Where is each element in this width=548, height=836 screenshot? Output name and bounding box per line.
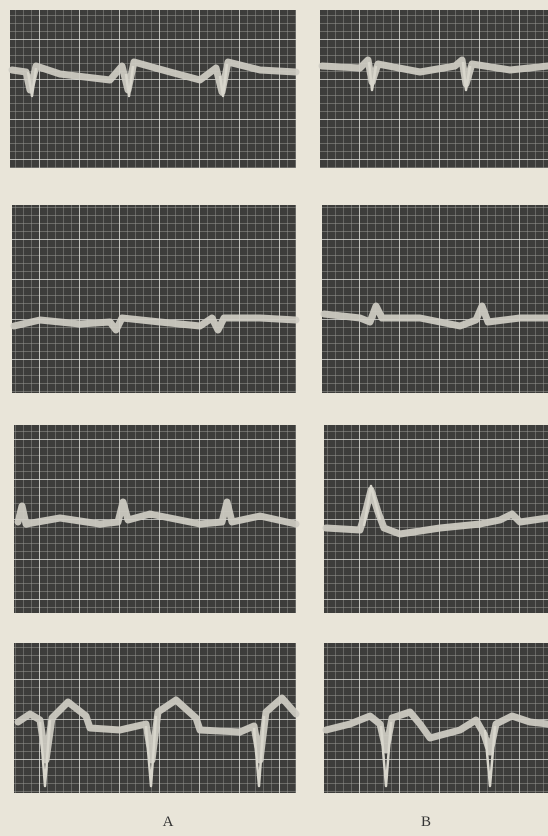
- ecg-spike: [362, 484, 382, 527]
- ecg-trace: [320, 302, 548, 330]
- column-label: A: [163, 814, 174, 830]
- ecg-panel: [12, 205, 296, 393]
- ecg-trace: [322, 708, 548, 756]
- column-label: B: [421, 814, 431, 830]
- ecg-trace: [10, 314, 300, 334]
- ecg-trace: [318, 56, 548, 88]
- ecg-spike: [26, 63, 229, 98]
- ecg-panel: [322, 205, 548, 393]
- ecg-panel: [320, 10, 548, 168]
- ecg-spike: [367, 61, 472, 92]
- ecg-panel: [10, 10, 296, 168]
- ecg-spike: [379, 721, 497, 788]
- ecg-trace: [14, 498, 300, 528]
- ecg-spike: [38, 715, 266, 788]
